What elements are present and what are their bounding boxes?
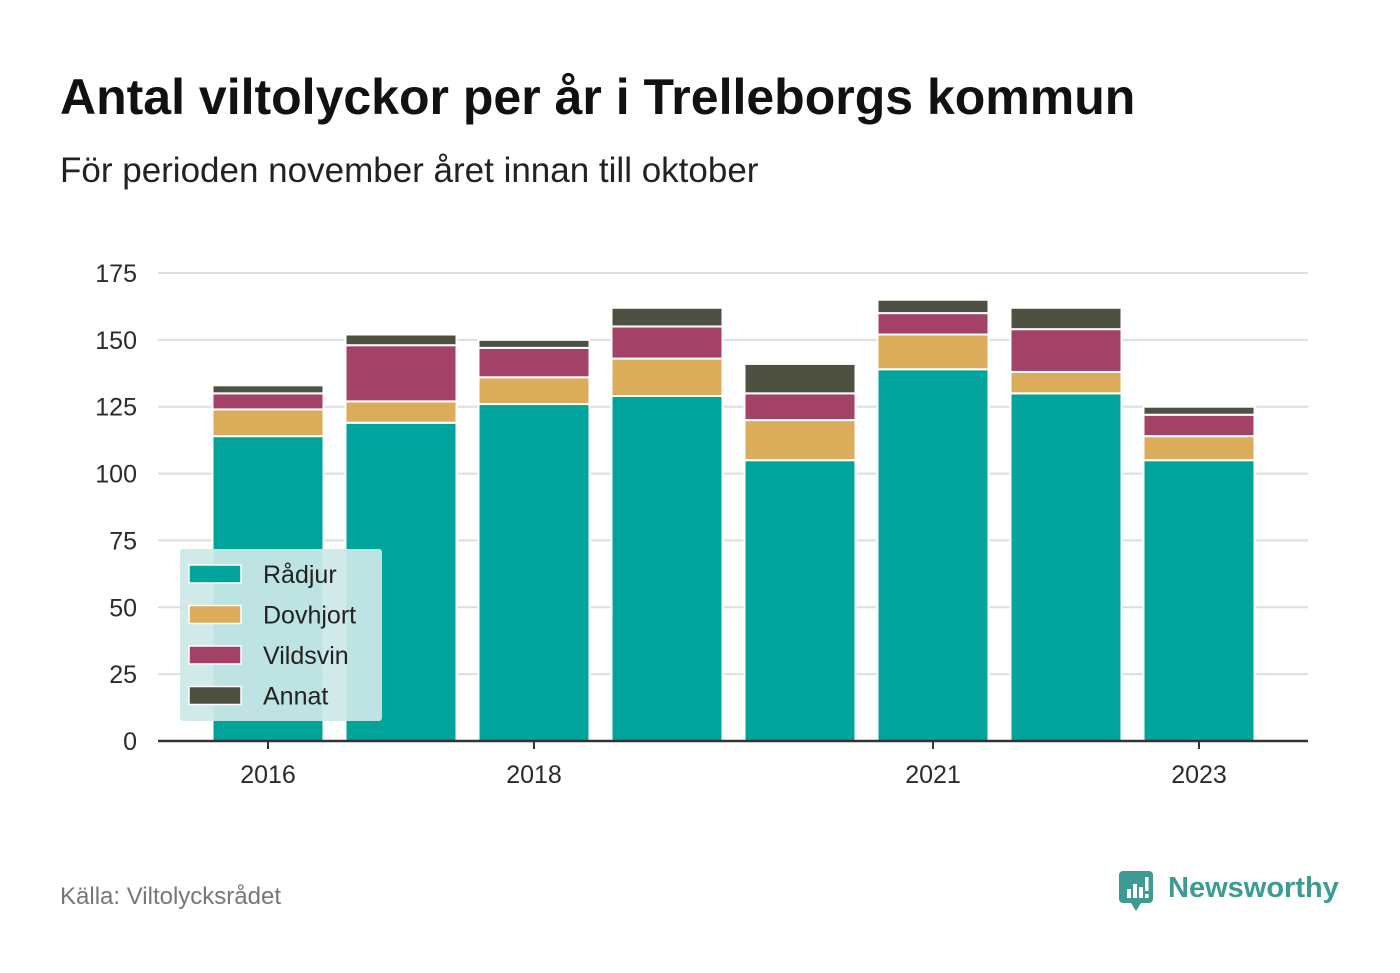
y-tick-label: 0 (123, 728, 137, 756)
bar-radjur-2022 (1009, 392, 1123, 742)
bar-dovhjort-2017 (344, 400, 458, 424)
x-axis-tick-labels: 2016 2018 2021 2023 (240, 761, 1227, 789)
legend-item-dovhjort: Dovhjort (188, 602, 356, 630)
bar-stack-2019 (610, 306, 724, 742)
newsworthy-logo-text: Newsworthy (1168, 872, 1339, 904)
bar-vildsvin-2016 (211, 392, 325, 411)
bar-vildsvin-2017 (344, 344, 458, 403)
legend-item-radjur: Rådjur (188, 561, 337, 589)
bar-vildsvin-2019 (610, 325, 724, 360)
bar-annat-2022 (1009, 306, 1123, 331)
bar-dovhjort-2022 (1009, 370, 1123, 395)
bar-vildsvin-2022 (1009, 328, 1123, 373)
chart-subtitle: För perioden november året innan till ok… (60, 151, 759, 190)
bar-radjur-2021 (876, 368, 990, 742)
chart-title: Antal viltolyckor per år i Trelleborgs k… (60, 69, 1135, 125)
bar-annat-2016 (211, 384, 325, 395)
bar-vildsvin-2018 (477, 346, 591, 379)
bar-stack-2021 (876, 298, 990, 742)
bar-radjur-2019 (610, 395, 724, 742)
bar-radjur-2023 (1142, 459, 1256, 742)
bar-stacks (211, 298, 1256, 742)
source-note: Källa: Viltolycksrådet (60, 883, 281, 910)
legend-label: Vildsvin (263, 642, 349, 670)
bar-stack-2018 (477, 338, 591, 742)
bar-vildsvin-2020 (743, 392, 857, 422)
x-tick-label: 2016 (240, 761, 296, 789)
bar-annat-2023 (1142, 405, 1256, 416)
bar-dovhjort-2020 (743, 419, 857, 462)
bar-dovhjort-2023 (1142, 435, 1256, 462)
legend-swatch (188, 685, 242, 706)
y-tick-label: 100 (95, 461, 137, 489)
legend-label: Annat (263, 683, 328, 711)
x-tick-label: 2023 (1171, 761, 1227, 789)
x-axis (158, 739, 1308, 749)
y-tick-label: 75 (109, 527, 137, 555)
legend-swatch (188, 645, 242, 665)
legend-swatch (188, 604, 242, 625)
y-tick-label: 125 (95, 394, 137, 422)
legend-label: Dovhjort (263, 602, 356, 630)
bar-dovhjort-2018 (477, 376, 591, 406)
legend-item-vildsvin: Vildsvin (188, 642, 349, 670)
y-tick-label: 150 (95, 327, 137, 355)
bar-vildsvin-2021 (876, 312, 990, 336)
bar-stack-2020 (743, 362, 857, 742)
bar-stack-2023 (1142, 405, 1256, 742)
legend-label: Rådjur (263, 561, 337, 589)
bar-dovhjort-2019 (610, 357, 724, 398)
bar-annat-2019 (610, 306, 724, 328)
bar-annat-2018 (477, 338, 591, 349)
newsworthy-logo-icon (1119, 871, 1153, 911)
logo-bar-icon (1139, 887, 1143, 898)
y-tick-label: 50 (109, 594, 137, 622)
logo-bar-icon (1127, 889, 1131, 898)
bar-dovhjort-2016 (211, 408, 325, 438)
y-tick-label: 25 (109, 661, 137, 689)
legend-swatch (188, 564, 242, 584)
y-tick-label: 175 (95, 260, 137, 288)
legend-item-annat: Annat (188, 683, 328, 711)
logo-bar-icon (1145, 877, 1149, 891)
bar-annat-2021 (876, 298, 990, 315)
logo-dot-icon (1145, 894, 1149, 898)
x-tick-label: 2021 (905, 761, 961, 789)
bar-stack-2022 (1009, 306, 1123, 742)
newsworthy-logo: Newsworthy (1119, 871, 1339, 911)
y-axis-tick-labels: 0 25 50 75 100 125 150 175 (95, 260, 137, 756)
bar-dovhjort-2021 (876, 333, 990, 371)
bar-vildsvin-2023 (1142, 413, 1256, 438)
legend-background (180, 549, 382, 721)
bar-radjur-2018 (477, 403, 591, 742)
x-tick-label: 2018 (506, 761, 562, 789)
bar-annat-2020 (743, 362, 857, 395)
legend: Rådjur Dovhjort Vildsvin Annat (180, 549, 382, 721)
bar-radjur-2020 (743, 459, 857, 742)
logo-bar-icon (1133, 884, 1137, 898)
bar-annat-2017 (344, 333, 458, 347)
